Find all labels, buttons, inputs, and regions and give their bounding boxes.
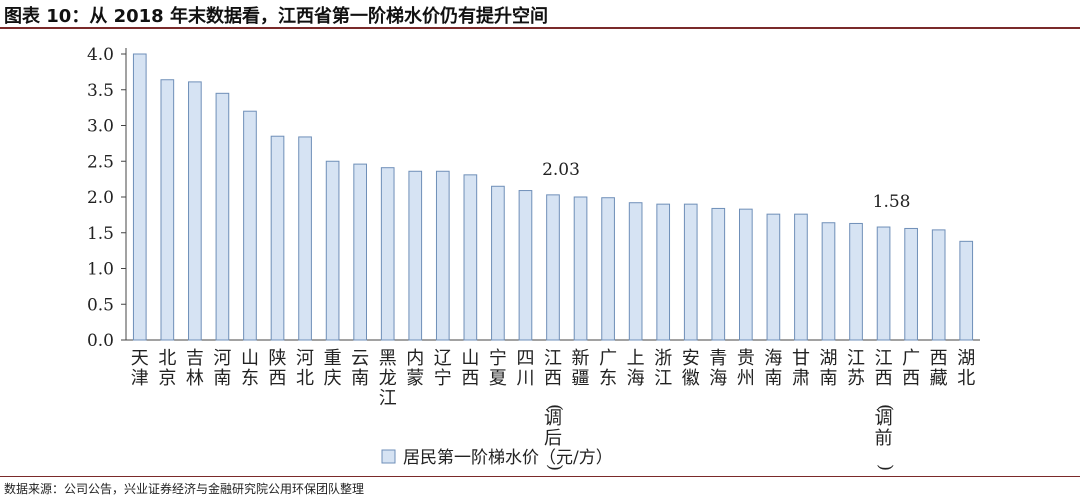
bar bbox=[876, 226, 891, 341]
source-rule bbox=[0, 476, 1080, 477]
bar bbox=[656, 203, 671, 341]
bar-chart: 0.0 0.5 1.0 1.5 2.0 2.5 3.0 3.5 4.0 天津北京吉林河南山东陕西… bbox=[87, 45, 980, 471]
bar bbox=[849, 222, 863, 341]
bar bbox=[931, 229, 946, 341]
category-label: 新疆 bbox=[572, 348, 590, 389]
chart-title: 图表 10：从 2018 年末数据看，江西省第一阶梯水价仍有提升空间 bbox=[4, 6, 548, 27]
y-tick-label: 2.0 bbox=[87, 188, 114, 208]
category-label: 江西(调前) bbox=[875, 348, 896, 471]
bar bbox=[435, 170, 450, 341]
category-label: 辽宁 bbox=[434, 348, 452, 389]
category-label: 山西 bbox=[461, 348, 479, 389]
category-label: 四川 bbox=[516, 348, 534, 389]
bar bbox=[325, 160, 340, 341]
category-label: 河南 bbox=[213, 348, 231, 389]
category-label: 黑龙江 bbox=[379, 348, 397, 409]
y-tick-label: 2.5 bbox=[87, 152, 114, 172]
category-label: 安徽 bbox=[682, 348, 700, 389]
category-labels: 天津北京吉林河南山东陕西河北重庆云南黑龙江内蒙辽宁山西宁夏四川江西(调后)新疆广… bbox=[131, 348, 975, 471]
category-label: 吉林 bbox=[186, 348, 204, 389]
bar bbox=[959, 240, 974, 341]
bar bbox=[491, 185, 505, 341]
bar bbox=[739, 208, 753, 341]
category-label: 上海 bbox=[627, 348, 645, 389]
bar bbox=[380, 167, 395, 341]
y-tick-label: 3.5 bbox=[87, 81, 114, 101]
data-labels: 2.03 1.58 bbox=[542, 160, 910, 212]
legend: 居民第一阶梯水价（元/方） bbox=[381, 448, 613, 468]
bar bbox=[132, 53, 147, 341]
category-label: 贵州 bbox=[737, 348, 755, 389]
source-note: 数据来源：公司公告，兴业证券经济与金融研究院公用环保团队整理 bbox=[4, 482, 365, 496]
bar bbox=[270, 135, 285, 341]
bar bbox=[904, 227, 918, 341]
bar bbox=[573, 196, 588, 341]
bar bbox=[298, 136, 312, 341]
legend-label: 居民第一阶梯水价（元/方） bbox=[403, 448, 613, 468]
y-tick-label: 3.0 bbox=[87, 117, 114, 137]
title-rule bbox=[0, 27, 1080, 29]
category-label: 内蒙 bbox=[406, 348, 424, 389]
bar bbox=[821, 222, 836, 341]
bar bbox=[160, 79, 175, 341]
category-label: 江苏 bbox=[847, 348, 865, 389]
category-label: 河北 bbox=[296, 348, 314, 389]
y-tick-label: 1.5 bbox=[87, 224, 114, 244]
bar bbox=[628, 202, 643, 341]
bar bbox=[243, 110, 257, 341]
y-tick-label: 4.0 bbox=[87, 45, 114, 65]
category-label: 甘肃 bbox=[792, 348, 810, 389]
category-label: 浙江 bbox=[654, 348, 672, 389]
bar bbox=[546, 194, 560, 341]
category-label: 宁夏 bbox=[489, 348, 507, 389]
bar bbox=[766, 213, 781, 341]
category-label: 湖北 bbox=[957, 348, 975, 389]
bar bbox=[353, 163, 367, 341]
bar bbox=[601, 197, 615, 341]
category-label: 山东 bbox=[241, 348, 259, 389]
y-tick-label: 1.0 bbox=[87, 260, 114, 280]
bar bbox=[188, 81, 202, 341]
category-label: 云南 bbox=[351, 348, 369, 389]
category-label: 重庆 bbox=[324, 348, 342, 389]
category-label: 青海 bbox=[709, 348, 727, 389]
category-label: 西藏 bbox=[930, 348, 948, 389]
data-label: 1.58 bbox=[873, 192, 911, 212]
legend-swatch bbox=[381, 449, 396, 464]
bars bbox=[132, 53, 974, 341]
category-label: 江西(调后) bbox=[544, 348, 565, 471]
category-label: 天津 bbox=[131, 348, 149, 389]
category-label: 海南 bbox=[764, 348, 782, 389]
category-label: 湖南 bbox=[819, 348, 837, 389]
y-tick-label: 0.5 bbox=[87, 295, 114, 315]
bar bbox=[683, 203, 698, 341]
bar bbox=[215, 92, 230, 341]
data-label: 2.03 bbox=[542, 160, 580, 180]
category-label: 广西 bbox=[902, 348, 920, 389]
bar bbox=[711, 207, 726, 341]
bar bbox=[518, 190, 533, 341]
bar bbox=[794, 213, 808, 341]
y-axis: 0.0 0.5 1.0 1.5 2.0 2.5 3.0 3.5 4.0 bbox=[87, 45, 980, 351]
bar bbox=[463, 174, 478, 341]
category-label: 广东 bbox=[599, 348, 617, 389]
bar bbox=[408, 170, 423, 341]
y-tick-label: 0.0 bbox=[87, 331, 114, 351]
category-label: 北京 bbox=[158, 348, 176, 389]
category-label: 陕西 bbox=[269, 348, 287, 389]
